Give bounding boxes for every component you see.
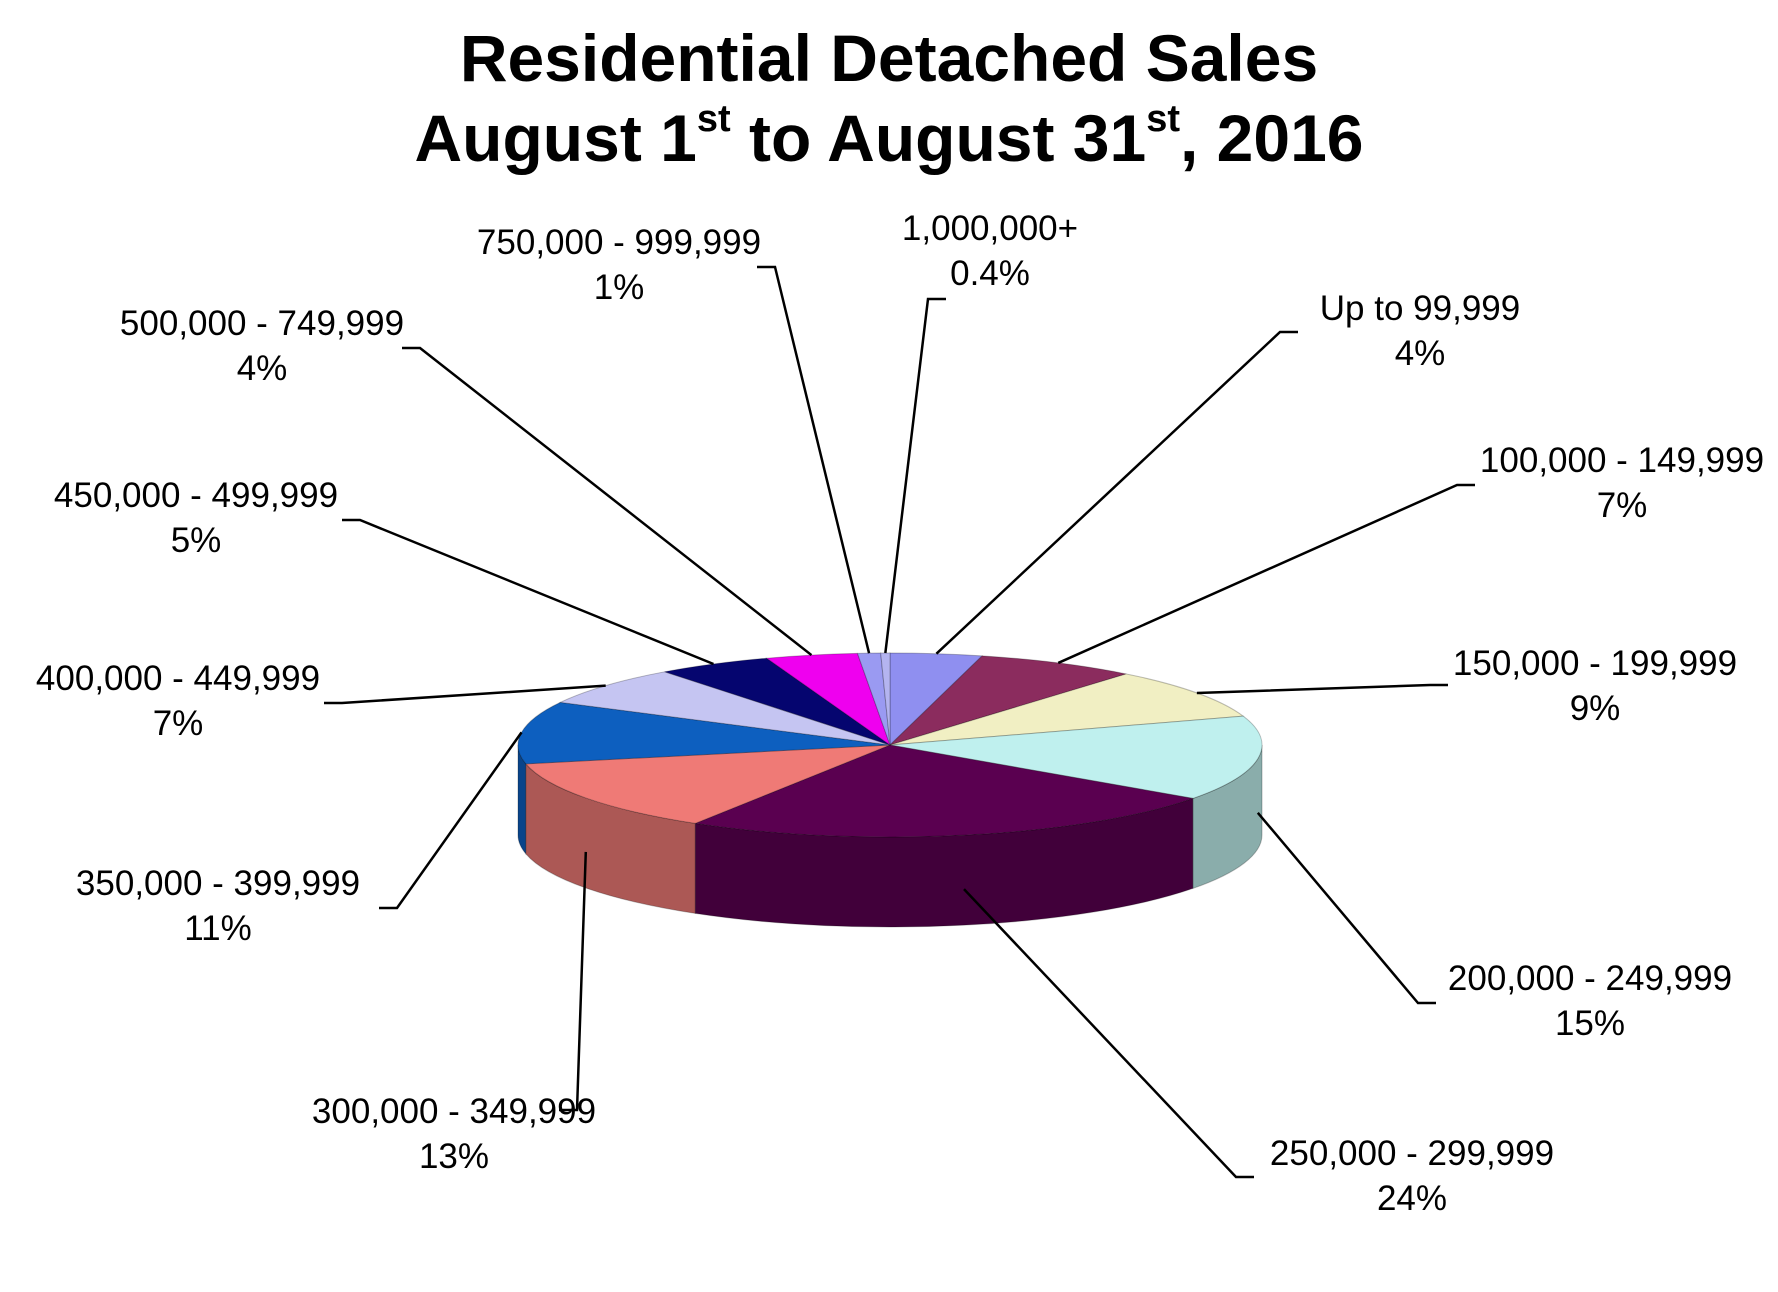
leader-line-8 (342, 518, 714, 666)
slice-value-label-7: 7% (153, 704, 204, 743)
title-line-1: Residential Detached Sales (459, 21, 1319, 95)
slice-label-11: 1,000,000+ (902, 209, 1078, 248)
title-ordinal-1: st (696, 98, 731, 140)
pie-slice-2 (889, 673, 1245, 746)
slice-value-label-3: 15% (1555, 1004, 1625, 1043)
slice-value-label-10: 1% (594, 268, 645, 307)
leader-line-7 (324, 684, 606, 705)
slice-label-1: 100,000 - 149,999 (1480, 441, 1764, 480)
slice-value-label-5: 13% (419, 1137, 489, 1176)
slice-value-label-4: 24% (1377, 1179, 1447, 1218)
leader-line-9 (402, 346, 813, 657)
title-date-part-1: August 1 (414, 101, 697, 175)
pie-slice-8 (664, 657, 891, 746)
pie-side-walls (517, 744, 1263, 928)
leader-line-1 (1057, 483, 1475, 665)
leader-line-5 (559, 851, 588, 1112)
chart-title: Residential Detached Sales August 1st to… (0, 18, 1778, 178)
pie-slice-3 (889, 715, 1263, 799)
slice-label-5: 300,000 - 349,999 (312, 1092, 596, 1131)
slice-label-7: 400,000 - 449,999 (36, 659, 320, 698)
slice-value-label-2: 9% (1570, 689, 1621, 728)
pie-slice-7 (558, 671, 891, 746)
slice-label-6: 350,000 - 399,999 (76, 864, 360, 903)
pie-slice-5 (524, 744, 891, 824)
slice-value-label-6: 11% (184, 909, 251, 948)
pie-slice-4 (693, 744, 1195, 838)
slice-value-label-9: 4% (237, 349, 288, 388)
leader-line-2 (1196, 683, 1448, 695)
leader-line-3 (1256, 811, 1436, 1005)
slice-labels: Up to 99,999 4% 100,000 - 149,999 7% 150,000… (36, 209, 1764, 1218)
slice-value-label-11: 0.4% (950, 254, 1030, 293)
leader-line-11 (884, 297, 946, 654)
pie-slice-6 (517, 701, 891, 765)
slice-label-3: 200,000 - 249,999 (1448, 959, 1732, 998)
title-line-2: August 1st to August 31st, 2016 (0, 98, 1778, 178)
pie-slice-side-3 (1192, 744, 1263, 890)
leader-line-0 (935, 330, 1298, 655)
slice-value-label-0: 4% (1395, 334, 1446, 373)
slice-label-8: 450,000 - 499,999 (54, 476, 338, 515)
leader-lines (324, 265, 1475, 1179)
leader-line-4 (963, 888, 1254, 1179)
pie-top-faces (517, 652, 1263, 838)
leader-line-10 (757, 265, 871, 654)
pie-slice-10 (856, 652, 891, 746)
title-date-part-3: , 2016 (1180, 101, 1364, 175)
leader-line-6 (379, 731, 523, 910)
slice-value-label-8: 5% (171, 521, 222, 560)
pie-slice-1 (889, 655, 1127, 746)
slice-value-label-1: 7% (1597, 486, 1648, 525)
slice-label-0: Up to 99,999 (1320, 289, 1520, 328)
title-date-part-2: to August 31 (730, 101, 1147, 175)
title-ordinal-2: st (1146, 98, 1180, 140)
slice-label-4: 250,000 - 299,999 (1270, 1134, 1554, 1173)
pie-slice-11 (880, 652, 891, 746)
slice-label-9: 500,000 - 749,999 (120, 304, 404, 343)
slice-label-10: 750,000 - 999,999 (477, 223, 761, 262)
slice-label-2: 150,000 - 199,999 (1453, 644, 1737, 683)
